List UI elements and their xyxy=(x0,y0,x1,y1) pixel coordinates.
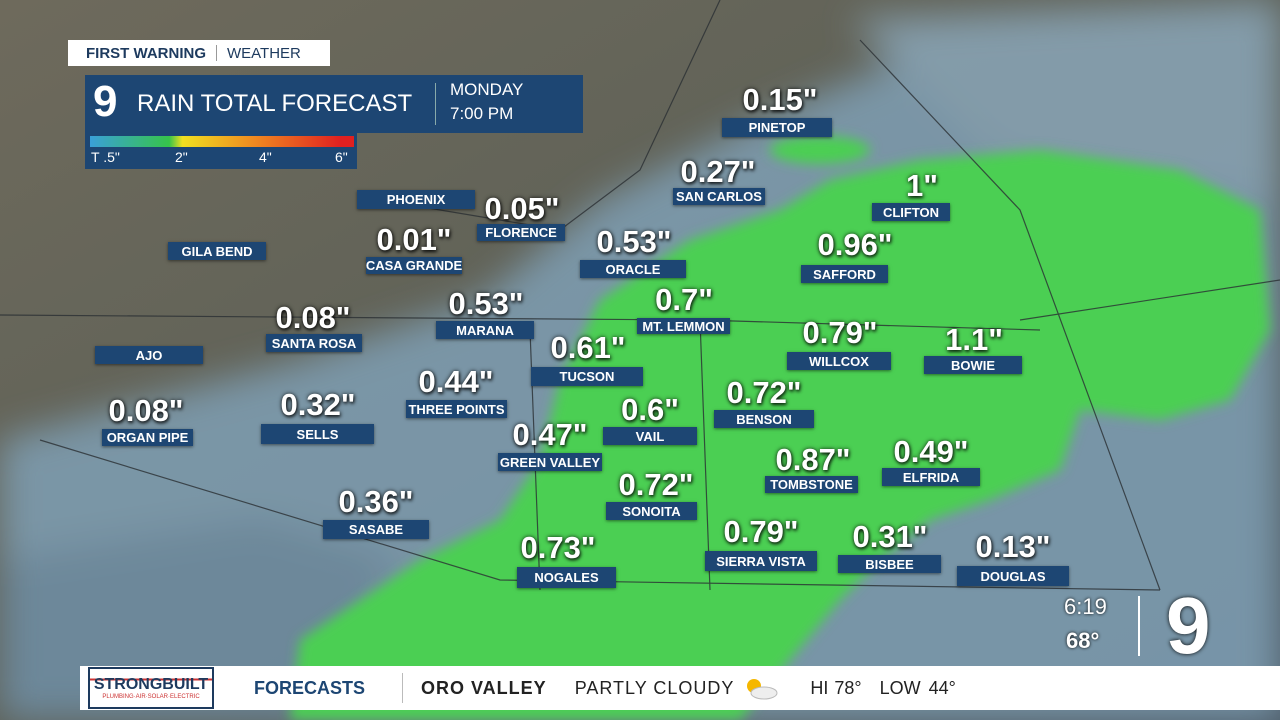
city-label: DOUGLAS xyxy=(957,566,1069,586)
city-label: VAIL xyxy=(603,427,697,445)
city-label: CLIFTON xyxy=(872,203,950,221)
rain-amount: 1.1" xyxy=(945,322,1003,357)
city-label: SAFFORD xyxy=(801,265,888,283)
station-logo: 9 xyxy=(1166,581,1211,670)
divider xyxy=(402,673,403,703)
rain-amount: 0.36" xyxy=(338,484,414,519)
title: RAIN TOTAL FORECAST xyxy=(137,90,413,117)
temperature: 68° xyxy=(1066,628,1100,653)
rain-amount: 0.7" xyxy=(655,282,713,317)
legend-label: 4" xyxy=(259,149,272,165)
city-label: TUCSON xyxy=(531,367,643,386)
rain-amount: 0.61" xyxy=(550,330,626,365)
ticker: STRONGBUILT PLUMBING·AIR·SOLAR·ELECTRIC … xyxy=(80,666,1280,710)
condition: PARTLY CLOUDY xyxy=(574,677,735,698)
corner: 6:19 68° 9 xyxy=(1060,581,1280,670)
rain-amount: 0.79" xyxy=(723,514,799,549)
city-label: PINETOP xyxy=(722,118,832,137)
city-label: ELFRIDA xyxy=(882,468,980,486)
rain-amount: 0.96" xyxy=(817,227,893,262)
rain-amount: 0.31" xyxy=(852,519,928,554)
city-label: MARANA xyxy=(436,321,534,339)
city-label: SAN CARLOS xyxy=(673,188,765,205)
rain-amount: 0.53" xyxy=(448,286,524,321)
logo: 9 xyxy=(93,77,118,126)
city-label: SASABE xyxy=(323,520,429,539)
location: ORO VALLEY xyxy=(421,677,547,698)
legend-label: 2" xyxy=(175,149,188,165)
rain-amount: 0.44" xyxy=(418,364,494,399)
city-label: ORGAN PIPE xyxy=(102,429,193,446)
rain-amount: 0.01" xyxy=(376,222,452,257)
city-label: CASA GRANDE xyxy=(365,257,463,274)
city-label: GREEN VALLEY xyxy=(498,453,602,471)
title-box: 9 RAIN TOTAL FORECAST MONDAY 7:00 PM xyxy=(85,75,583,133)
rain-amount: 0.87" xyxy=(775,442,851,477)
city-label: WILLCOX xyxy=(787,352,891,370)
rain-amount: 0.6" xyxy=(621,392,679,427)
rain-amount: 0.53" xyxy=(596,224,672,259)
segment: FORECASTS xyxy=(254,677,366,698)
rain-amount: 0.27" xyxy=(680,154,756,189)
clock: 6:19 xyxy=(1064,594,1107,619)
hi-label: HI xyxy=(810,677,829,698)
divider xyxy=(435,83,436,125)
legend-label: T .5" xyxy=(91,149,120,165)
legend-label: 6" xyxy=(335,149,348,165)
city-label: BOWIE xyxy=(924,356,1022,374)
city-label: NOGALES xyxy=(517,567,616,588)
city-label: SELLS xyxy=(261,424,374,444)
city-label: AJO xyxy=(95,346,203,364)
city-label: TOMBSTONE xyxy=(765,476,858,493)
sponsor: STRONGBUILT xyxy=(93,676,209,693)
rain-amount: 0.05" xyxy=(484,191,560,226)
legend-scale xyxy=(90,136,354,147)
header: FIRST WARNING WEATHER xyxy=(68,40,330,66)
rain-amount: 0.13" xyxy=(975,529,1051,564)
rain-amount: 0.73" xyxy=(520,530,596,565)
rain-amount: 0.72" xyxy=(726,375,802,410)
city-label: THREE POINTS xyxy=(406,400,507,418)
city-label: MT. LEMMON xyxy=(637,318,730,334)
divider xyxy=(216,45,217,61)
city-label: BISBEE xyxy=(838,555,941,573)
city-label: GILA BEND xyxy=(168,242,266,260)
legend: T .5" 2" 4" 6" xyxy=(85,133,357,169)
rain-amount: 0.08" xyxy=(275,300,351,335)
city-label: SONOITA xyxy=(606,502,697,520)
weather-icon xyxy=(747,679,778,700)
time: 7:00 PM xyxy=(450,104,514,123)
hi: 78° xyxy=(834,677,862,698)
rain-amount: 0.15" xyxy=(742,82,818,117)
rain-amount: 0.47" xyxy=(512,417,588,452)
rain-amount: 0.49" xyxy=(893,434,969,469)
divider xyxy=(1138,596,1140,656)
city-label: BENSON xyxy=(714,410,814,428)
day: MONDAY xyxy=(450,80,524,99)
rain-amount: 0.32" xyxy=(280,387,356,422)
city-label: FLORENCE xyxy=(477,224,565,241)
city-label: SIERRA VISTA xyxy=(705,551,817,571)
rain-amount: 0.08" xyxy=(108,393,184,428)
sponsor-tagline: PLUMBING·AIR·SOLAR·ELECTRIC xyxy=(102,694,200,700)
sponsor-logo: STRONGBUILT PLUMBING·AIR·SOLAR·ELECTRIC xyxy=(88,667,214,709)
section: WEATHER xyxy=(227,44,301,62)
rain-amount: 0.72" xyxy=(618,467,694,502)
brand: FIRST WARNING xyxy=(86,44,206,62)
rain-amount: 0.79" xyxy=(802,315,878,350)
rain-amount: 1" xyxy=(906,168,938,203)
city-label: PHOENIX xyxy=(357,190,475,209)
city-label: ORACLE xyxy=(580,260,686,278)
city-label: SANTA ROSA xyxy=(266,334,362,352)
low: 44° xyxy=(928,677,956,698)
low-label: LOW xyxy=(879,677,921,698)
